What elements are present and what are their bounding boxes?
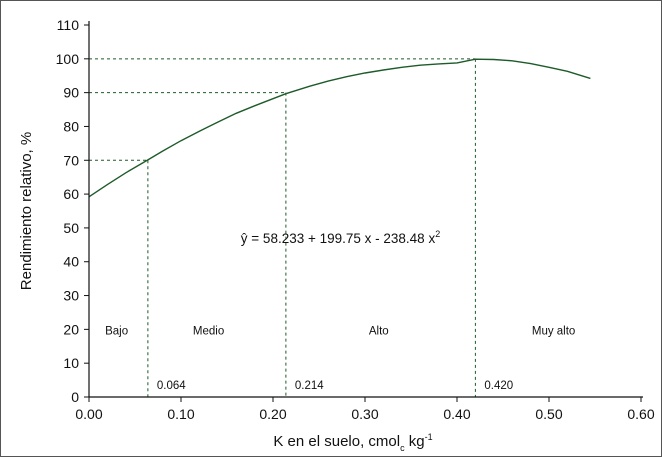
y-ticks: 0 10 20 30 40 50 60 70 80 90 100 110 — [56, 17, 89, 405]
y-tick-label: 70 — [63, 152, 79, 168]
y-tick-label: 20 — [63, 321, 79, 337]
y-tick-label: 100 — [56, 51, 80, 67]
zone-label: Muy alto — [532, 325, 575, 337]
guide-lines — [89, 58, 476, 397]
curve-layer — [88, 58, 591, 198]
equation-exponent: 2 — [435, 229, 440, 239]
y-tick-label: 30 — [63, 288, 79, 304]
annotations: 0.064 0.214 0.420 Bajo Medio Alto Muy alto — [105, 325, 575, 392]
guide-value-label: 0.420 — [484, 380, 513, 392]
y-tick-label: 0 — [71, 389, 79, 405]
y-tick-label: 110 — [57, 17, 80, 33]
x-axis-title-sub: c — [400, 443, 405, 453]
y-tick-label: 60 — [63, 186, 79, 202]
x-ticks: 0.00 0.10 0.20 0.30 0.40 0.50 0.60 — [75, 397, 655, 422]
x-tick-label: 0.20 — [259, 406, 286, 422]
x-tick-label: 0.50 — [535, 406, 562, 422]
x-tick-label: 0.10 — [167, 406, 194, 422]
y-tick-label: 40 — [63, 254, 79, 270]
x-axis-title-sup: -1 — [425, 432, 433, 442]
response-curve — [88, 58, 591, 198]
x-tick-label: 0.00 — [75, 406, 102, 422]
guide-value-label: 0.064 — [157, 380, 186, 392]
y-tick-label: 50 — [63, 220, 79, 236]
x-axis-title-main: K en el suelo, cmol — [273, 433, 400, 450]
y-axis-title: Rendimiento relativo, % — [18, 132, 35, 290]
zone-label: Bajo — [105, 325, 128, 337]
x-axis-title: K en el suelo, cmolc kg-1 — [273, 432, 432, 453]
x-tick-label: 0.60 — [627, 406, 654, 422]
guide-value-label: 0.214 — [295, 380, 324, 392]
zone-label: Medio — [193, 325, 224, 337]
zone-label: Alto — [369, 325, 389, 337]
axes — [88, 21, 643, 398]
x-tick-label: 0.40 — [443, 406, 470, 422]
y-tick-label: 90 — [63, 85, 79, 101]
equation-text: ŷ = 58.233 + 199.75 x - 238.48 x — [241, 231, 436, 246]
x-axis-title-unit: kg — [405, 433, 425, 450]
y-tick-label: 80 — [63, 118, 79, 134]
x-tick-label: 0.30 — [351, 406, 378, 422]
regression-equation: ŷ = 58.233 + 199.75 x - 238.48 x2 — [241, 229, 440, 246]
y-tick-label: 10 — [63, 355, 79, 371]
